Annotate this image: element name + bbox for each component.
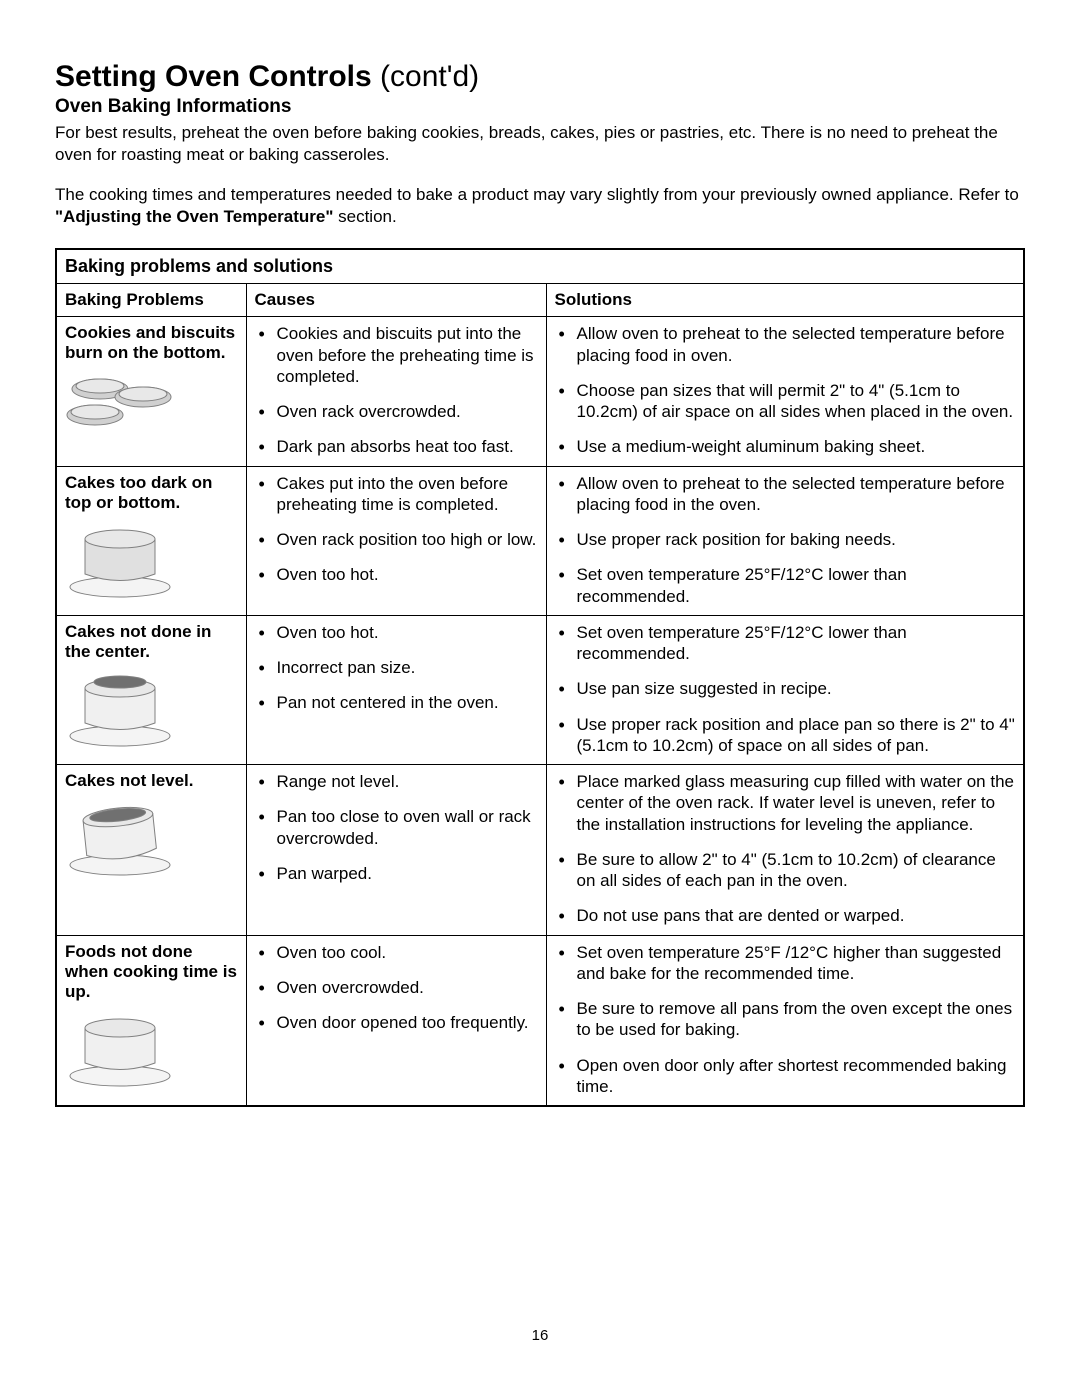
solution-item: Allow oven to preheat to the selected te… — [555, 473, 1016, 516]
cause-item: Oven too hot. — [255, 564, 538, 585]
header-causes: Causes — [246, 284, 546, 317]
problem-label: Cakes too dark on top or bottom. — [65, 473, 238, 513]
solution-item: Be sure to remove all pans from the oven… — [555, 998, 1016, 1041]
solution-item: Use proper rack position for baking need… — [555, 529, 1016, 550]
solution-item: Use a medium-weight aluminum baking shee… — [555, 436, 1016, 457]
page-number: 16 — [55, 1327, 1025, 1344]
intro-text: For best results, preheat the oven befor… — [55, 122, 1025, 228]
problem-cell: Cakes too dark on top or bottom. — [56, 466, 246, 615]
cause-item: Dark pan absorbs heat too fast. — [255, 436, 538, 457]
causes-cell: Cookies and biscuits put into the oven b… — [246, 317, 546, 466]
problem-label: Cakes not level. — [65, 771, 238, 791]
page: Setting Oven Controls (cont'd) Oven Baki… — [0, 0, 1080, 1384]
table-title-row: Baking problems and solutions — [56, 249, 1024, 284]
cause-item: Oven overcrowded. — [255, 977, 538, 998]
section-subtitle: Oven Baking Informations — [55, 96, 1025, 118]
table-header-row: Baking Problems Causes Solutions — [56, 284, 1024, 317]
causes-cell: Range not level. Pan too close to oven wa… — [246, 765, 546, 936]
problem-cell: Foods not done when cooking time is up. — [56, 935, 246, 1106]
problem-cell: Cookies and biscuits burn on the bottom. — [56, 317, 246, 466]
intro-p1: For best results, preheat the oven befor… — [55, 122, 1025, 166]
problem-cell: Cakes not level. — [56, 765, 246, 936]
table-row: Cakes not done in the center. Oven too h… — [56, 615, 1024, 764]
solutions-cell: Set oven temperature 25°F/12°C lower tha… — [546, 615, 1024, 764]
solution-item: Use proper rack position and place pan s… — [555, 714, 1016, 757]
solution-item: Choose pan sizes that will permit 2" to … — [555, 380, 1016, 423]
cause-item: Oven too cool. — [255, 942, 538, 963]
cause-item: Pan not centered in the oven. — [255, 692, 538, 713]
solution-item: Do not use pans that are dented or warpe… — [555, 905, 1016, 926]
solution-item: Open oven door only after shortest recom… — [555, 1055, 1016, 1098]
problem-label: Foods not done when cooking time is up. — [65, 942, 238, 1002]
cake-icon — [65, 1008, 175, 1088]
page-title: Setting Oven Controls (cont'd) — [55, 60, 1025, 94]
cause-item: Pan warped. — [255, 863, 538, 884]
solution-item: Set oven temperature 25°F/12°C lower tha… — [555, 564, 1016, 607]
cause-item: Oven door opened too frequently. — [255, 1012, 538, 1033]
causes-cell: Oven too cool. Oven overcrowded. Oven door… — [246, 935, 546, 1106]
table-row: Cakes not level. Range not level. Pan too… — [56, 765, 1024, 936]
solution-item: Allow oven to preheat to the selected te… — [555, 323, 1016, 366]
cause-item: Cakes put into the oven before preheatin… — [255, 473, 538, 516]
solutions-cell: Allow oven to preheat to the selected te… — [546, 317, 1024, 466]
problem-label: Cakes not done in the center. — [65, 622, 238, 662]
cause-item: Incorrect pan size. — [255, 657, 538, 678]
cause-item: Pan too close to oven wall or rack overc… — [255, 806, 538, 849]
table-row: Cakes too dark on top or bottom. Cakes p… — [56, 466, 1024, 615]
table-row: Foods not done when cooking time is up. … — [56, 935, 1024, 1106]
title-main: Setting Oven Controls — [55, 60, 372, 93]
table-title: Baking problems and solutions — [56, 249, 1024, 284]
solutions-cell: Allow oven to preheat to the selected te… — [546, 466, 1024, 615]
solution-item: Set oven temperature 25°F /12°C higher t… — [555, 942, 1016, 985]
cause-item: Oven rack overcrowded. — [255, 401, 538, 422]
solution-item: Place marked glass measuring cup filled … — [555, 771, 1016, 835]
header-solutions: Solutions — [546, 284, 1024, 317]
problem-cell: Cakes not done in the center. — [56, 615, 246, 764]
solution-item: Set oven temperature 25°F/12°C lower tha… — [555, 622, 1016, 665]
table-row: Cookies and biscuits burn on the bottom.… — [56, 317, 1024, 466]
cause-item: Range not level. — [255, 771, 538, 792]
baking-problems-table: Baking problems and solutions Baking Pro… — [55, 248, 1025, 1107]
cookies-icon — [65, 369, 175, 429]
cake-icon — [65, 668, 175, 748]
title-contd: (cont'd) — [372, 60, 479, 93]
cake-icon — [65, 797, 175, 877]
causes-cell: Oven too hot. Incorrect pan size. Pan not … — [246, 615, 546, 764]
solutions-cell: Set oven temperature 25°F /12°C higher t… — [546, 935, 1024, 1106]
causes-cell: Cakes put into the oven before preheatin… — [246, 466, 546, 615]
cause-item: Cookies and biscuits put into the oven b… — [255, 323, 538, 387]
solution-item: Use pan size suggested in recipe. — [555, 678, 1016, 699]
solutions-cell: Place marked glass measuring cup filled … — [546, 765, 1024, 936]
header-problems: Baking Problems — [56, 284, 246, 317]
intro-p2: The cooking times and temperatures neede… — [55, 184, 1025, 228]
cause-item: Oven rack position too high or low. — [255, 529, 538, 550]
solution-item: Be sure to allow 2" to 4" (5.1cm to 10.2… — [555, 849, 1016, 892]
cause-item: Oven too hot. — [255, 622, 538, 643]
problem-label: Cookies and biscuits burn on the bottom. — [65, 323, 238, 363]
cake-icon — [65, 519, 175, 599]
